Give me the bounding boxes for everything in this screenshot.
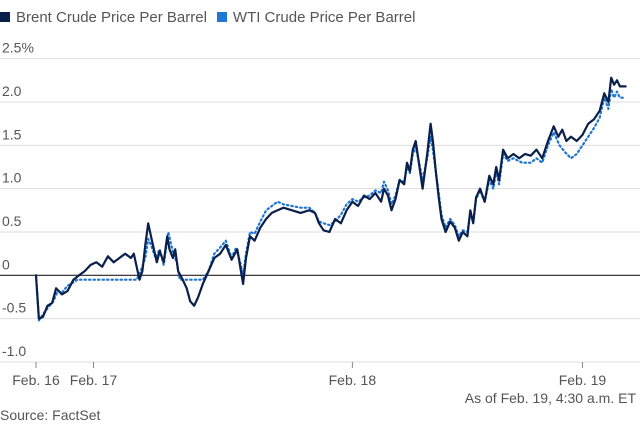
as-of-note: As of Feb. 19, 4:30 a.m. ET bbox=[464, 390, 636, 406]
y-tick-label: 1.0 bbox=[2, 170, 22, 186]
wti-swatch bbox=[216, 12, 227, 22]
chart-legend: Brent Crude Price Per Barrel WTI Crude P… bbox=[0, 7, 425, 27]
y-tick-label: 1.5 bbox=[2, 126, 22, 142]
y-tick-label: 2.5% bbox=[2, 40, 34, 56]
x-tick-label: Feb. 16 bbox=[12, 372, 60, 388]
x-tick-label: Feb. 17 bbox=[70, 372, 118, 388]
x-tick-label: Feb. 18 bbox=[329, 372, 377, 388]
x-tick-label: Feb. 19 bbox=[559, 372, 607, 388]
legend-item-brent: Brent Crude Price Per Barrel bbox=[0, 9, 207, 26]
y-tick-label: 0 bbox=[2, 256, 10, 272]
brent-swatch bbox=[0, 12, 10, 22]
oil-price-chart: 2.5% 2.0 1.5 1.0 0.5 0 -0.5 -1.0 Feb. 16 Feb. 17 F… bbox=[0, 40, 640, 388]
wti-line bbox=[34, 87, 627, 322]
legend-label-brent: Brent Crude Price Per Barrel bbox=[16, 8, 207, 26]
brent-line bbox=[34, 76, 627, 320]
source-note: Source: FactSet bbox=[0, 407, 101, 423]
legend-item-wti: WTI Crude Price Per Barrel bbox=[216, 8, 416, 26]
y-tick-label: -0.5 bbox=[2, 300, 26, 316]
y-tick-label: 0.5 bbox=[2, 213, 22, 229]
legend-label-wti: WTI Crude Price Per Barrel bbox=[232, 8, 416, 26]
y-tick-label: -1.0 bbox=[2, 343, 26, 359]
y-tick-label: 2.0 bbox=[2, 83, 22, 99]
